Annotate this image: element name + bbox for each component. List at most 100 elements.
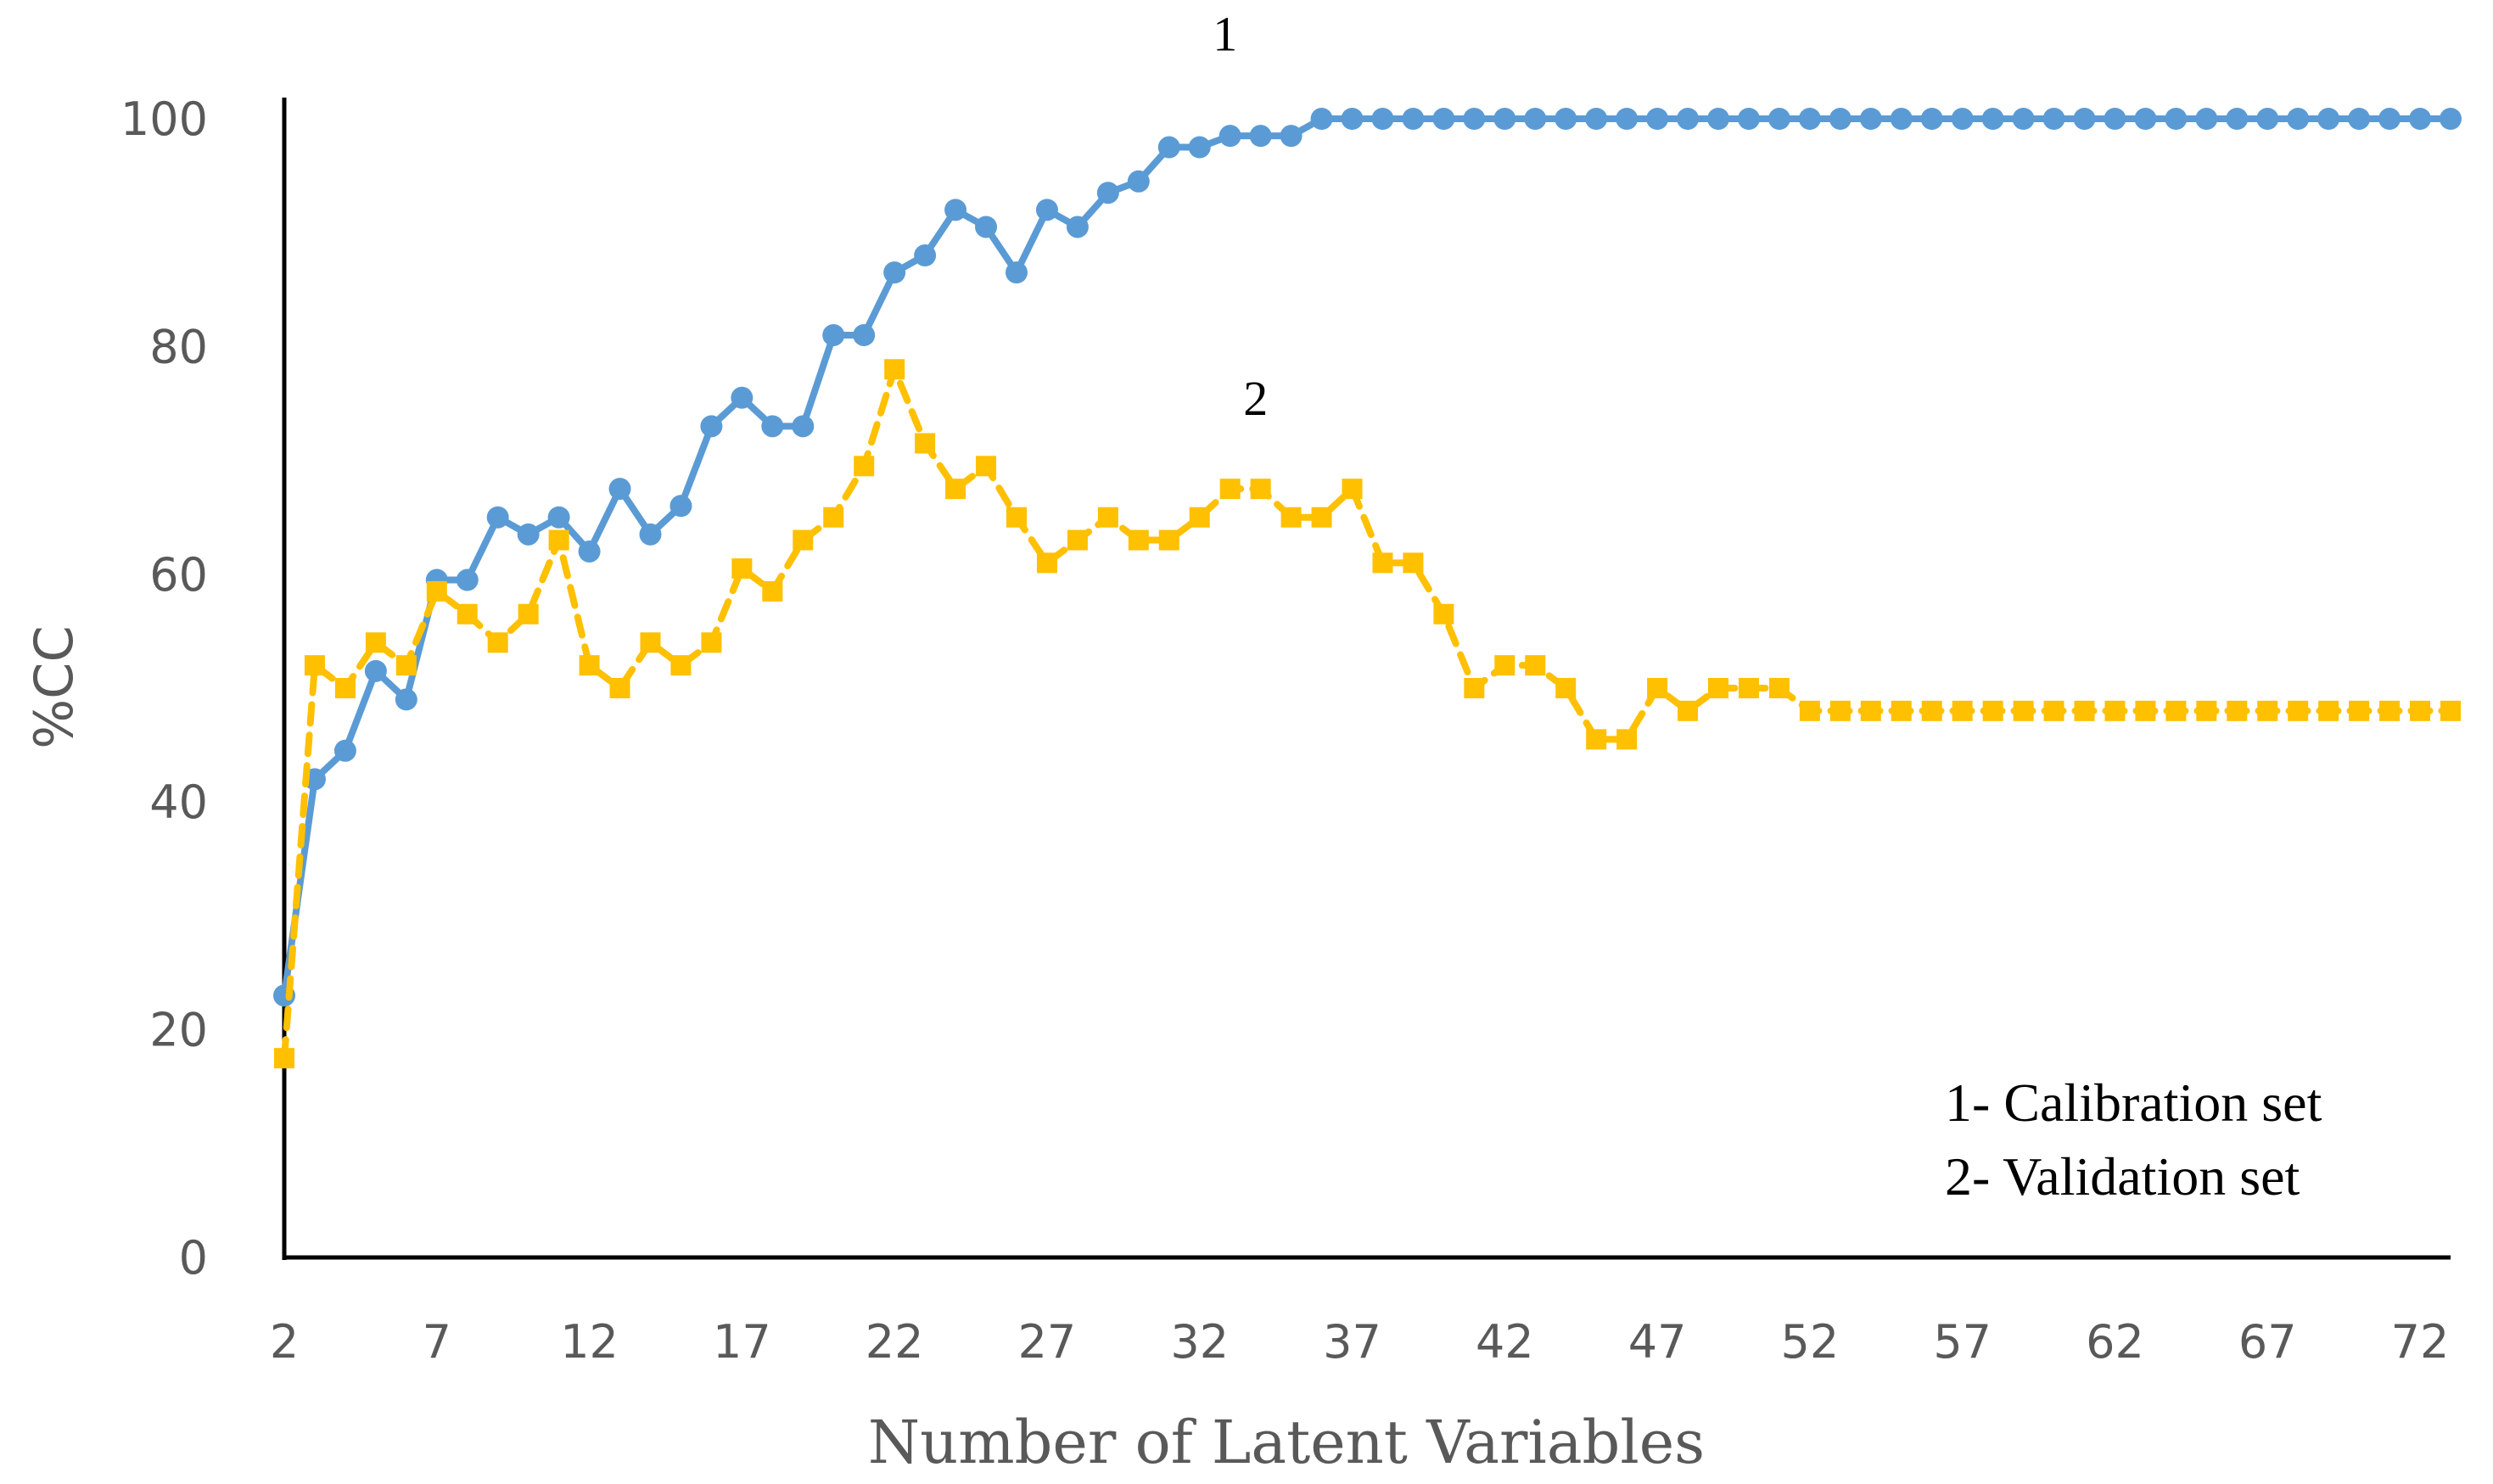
data-point-validation	[395, 655, 417, 676]
x-tick-label: 67	[2238, 1315, 2297, 1369]
data-point-calibration	[364, 659, 387, 682]
data-point-validation	[2043, 700, 2064, 721]
data-point-validation	[1799, 700, 1820, 721]
data-point-validation	[1555, 678, 1577, 698]
data-point-calibration	[2042, 108, 2065, 130]
data-point-calibration	[700, 415, 723, 438]
x-tick-label: 57	[1933, 1315, 1992, 1369]
data-point-validation	[1006, 507, 1027, 528]
x-tick-label: 62	[2086, 1315, 2144, 1369]
data-point-validation	[1067, 529, 1088, 551]
data-point-validation	[1158, 529, 1179, 551]
data-point-validation	[1494, 655, 1515, 676]
data-point-validation	[2440, 700, 2461, 721]
data-point-calibration	[761, 415, 784, 438]
y-tick-label: 80	[149, 320, 208, 373]
data-point-validation	[640, 632, 661, 653]
data-point-validation	[1678, 700, 1699, 721]
data-point-validation	[1768, 678, 1790, 698]
data-point-validation	[1952, 700, 1973, 721]
data-point-validation	[274, 1048, 294, 1069]
data-point-validation	[731, 558, 753, 580]
data-point-validation	[2165, 700, 2187, 721]
data-point-validation	[854, 456, 875, 477]
data-point-validation	[945, 479, 966, 500]
data-point-calibration	[1829, 108, 1852, 130]
data-point-calibration	[547, 506, 570, 529]
data-point-calibration	[914, 244, 937, 267]
series-label-1: 1	[1213, 6, 1237, 61]
data-point-calibration	[792, 415, 815, 438]
data-point-validation	[518, 603, 539, 624]
data-point-validation	[1128, 529, 1149, 551]
data-point-validation	[1372, 552, 1393, 574]
data-point-calibration	[608, 478, 631, 501]
data-point-validation	[2349, 700, 2370, 721]
data-point-validation	[1921, 700, 1942, 721]
data-point-calibration	[2012, 108, 2035, 130]
data-point-calibration	[2134, 108, 2157, 130]
data-point-calibration	[1218, 125, 1241, 148]
data-point-validation	[1586, 729, 1607, 750]
data-point-calibration	[1402, 108, 1425, 130]
data-point-calibration	[395, 688, 417, 711]
data-point-calibration	[456, 568, 479, 591]
data-point-validation	[1250, 479, 1271, 500]
data-point-calibration	[1951, 108, 1974, 130]
data-point-calibration	[2287, 108, 2310, 130]
data-point-calibration	[1035, 199, 1058, 221]
data-point-validation	[457, 603, 478, 624]
data-point-calibration	[975, 216, 998, 238]
data-point-calibration	[1859, 108, 1882, 130]
data-point-calibration	[2256, 108, 2279, 130]
data-point-calibration	[639, 523, 662, 546]
series-line-validation	[281, 366, 2454, 1062]
data-point-calibration	[1005, 261, 1028, 284]
data-point-calibration	[2104, 108, 2126, 130]
data-point-calibration	[2317, 108, 2340, 130]
data-point-validation	[1982, 700, 2003, 721]
data-point-validation	[670, 655, 692, 676]
data-point-calibration	[944, 199, 967, 221]
data-point-calibration	[1616, 108, 1639, 130]
data-point-validation	[823, 507, 844, 528]
data-point-validation	[1860, 700, 1881, 721]
data-point-validation	[884, 359, 905, 380]
data-point-validation	[2196, 700, 2217, 721]
data-point-validation	[1525, 655, 1546, 676]
data-point-calibration	[1981, 108, 2004, 130]
data-point-calibration	[1371, 108, 1394, 130]
series-label-2: 2	[1243, 371, 1268, 426]
x-tick-label: 7	[423, 1315, 451, 1369]
data-point-calibration	[2409, 108, 2432, 130]
data-point-calibration	[1493, 108, 1516, 130]
data-point-calibration	[731, 386, 754, 409]
data-point-calibration	[2226, 108, 2249, 130]
data-point-validation	[2257, 700, 2278, 721]
x-axis-title: Number of Latent Variables	[868, 1408, 1705, 1477]
data-point-calibration	[1066, 216, 1089, 238]
data-point-validation	[365, 632, 386, 653]
x-tick-label: 42	[1476, 1315, 1534, 1369]
data-point-calibration	[853, 323, 876, 346]
x-tick-label: 27	[1018, 1315, 1077, 1369]
data-point-validation	[304, 655, 325, 676]
data-point-validation	[793, 529, 814, 551]
y-tick-label: 0	[179, 1231, 208, 1285]
data-point-validation	[2288, 700, 2309, 721]
data-point-calibration	[1463, 108, 1486, 130]
x-tick-label: 37	[1323, 1315, 1381, 1369]
data-point-calibration	[486, 506, 509, 529]
data-point-validation	[1280, 507, 1302, 528]
x-tick-label: 2	[270, 1315, 299, 1369]
data-point-validation	[426, 580, 447, 602]
data-point-calibration	[822, 323, 845, 346]
data-point-validation	[2013, 700, 2034, 721]
data-point-validation	[1738, 678, 1759, 698]
x-tick-label: 47	[1628, 1315, 1687, 1369]
data-point-validation	[701, 632, 722, 653]
data-point-calibration	[883, 261, 906, 284]
data-point-calibration	[1096, 182, 1119, 204]
